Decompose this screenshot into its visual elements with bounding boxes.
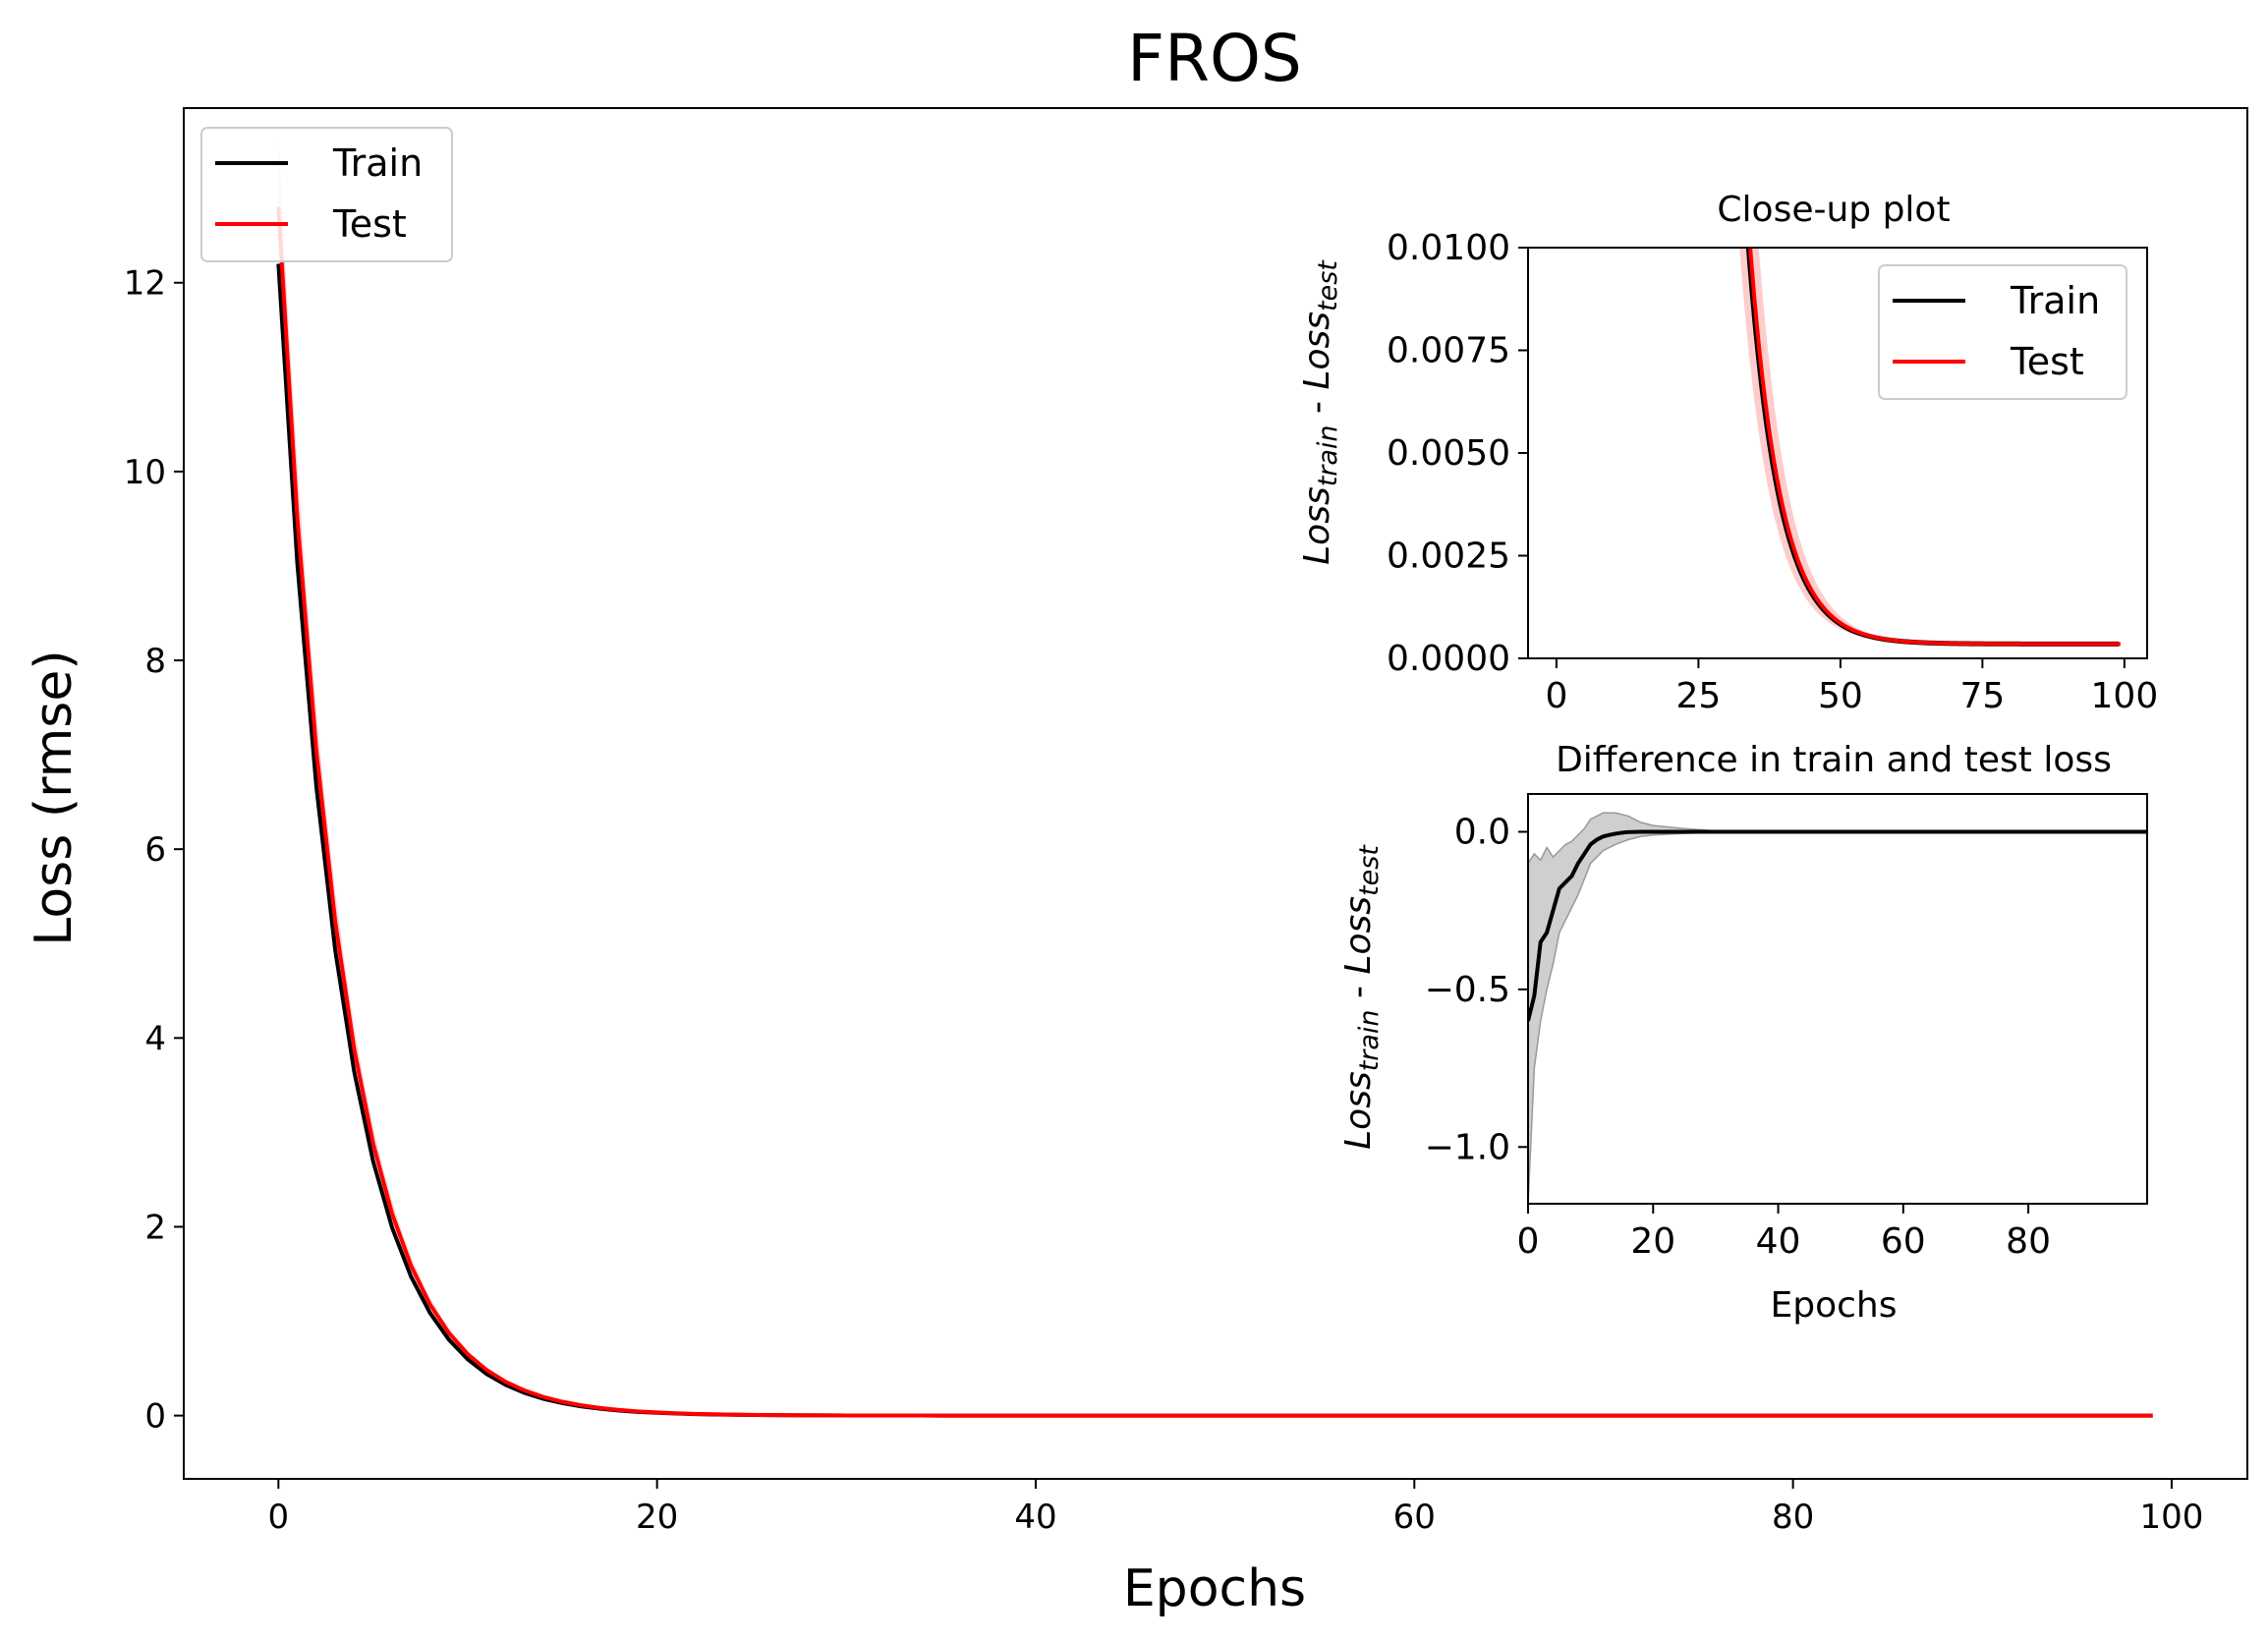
closeup-x-tick-label: 50 [1818, 676, 1863, 716]
main-y-axis-title: Loss (rmse) [25, 650, 84, 945]
difference-y-axis-title: Losstrain - Losstest [1338, 844, 1385, 1150]
closeup-series-group [1739, 248, 2129, 647]
closeup-frame [1527, 247, 2148, 659]
main-series-group [276, 135, 2153, 1418]
main-y-tick-label: 4 [144, 1019, 166, 1058]
difference-y-tick-label: 0.0 [1454, 812, 1510, 852]
closeup-y-tick-label: 0.0075 [1387, 331, 1510, 371]
difference-x-tick-label: 60 [1881, 1221, 1926, 1262]
closeup-y-tick-label: 0.0025 [1387, 537, 1510, 577]
main-legend-label-test: Test [332, 202, 407, 246]
closeup-ylabel-base1: Loss [1297, 486, 1337, 565]
difference-x-tick-label: 20 [1630, 1221, 1675, 1262]
difference-y-tick-label: −1.0 [1425, 1127, 1510, 1167]
difference-y-tick-label: −0.5 [1425, 970, 1510, 1010]
closeup-y-tick-label: 0.0100 [1387, 228, 1510, 268]
main-y-tick-label: 0 [144, 1397, 166, 1437]
difference-x-tick-label: 40 [1756, 1221, 1801, 1262]
main-x-tick-label: 40 [1014, 1498, 1056, 1537]
main-legend-label-train: Train [332, 141, 423, 185]
closeup-y-tick-label: 0.0050 [1387, 433, 1510, 474]
difference-frame [1527, 793, 2148, 1205]
closeup-y-axis-title: Losstrain - Losstest [1297, 259, 1343, 565]
difference-series-group [1528, 812, 2147, 1204]
closeup-x-tick-label: 75 [1959, 676, 2005, 716]
main-y-tick-label: 12 [124, 264, 166, 304]
closeup-x-tick-label: 0 [1545, 676, 1567, 716]
main-x-axis-title: Epochs [1123, 1559, 1306, 1618]
closeup-legend-label-test: Test [2010, 340, 2084, 383]
closeup-ylabel-sub2: test [1313, 259, 1343, 311]
closeup-ylabel-base2: Loss [1297, 311, 1337, 390]
main-y-tick-label: 10 [124, 453, 166, 492]
difference-line [1528, 829, 2147, 1022]
main-x-tick-label: 0 [268, 1498, 290, 1537]
main-x-tick-label: 80 [1772, 1498, 1814, 1537]
main-x-tick-label: 20 [636, 1498, 678, 1537]
difference-x-tick-label: 0 [1517, 1221, 1540, 1262]
closeup-line-test [1748, 248, 2121, 647]
closeup-title: Close-up plot [1717, 190, 1950, 230]
main-line-test [276, 206, 2153, 1418]
closeup-plot: 0 25 50 75 100 0.0000 0.0025 0.0050 0.0075 0.0100… [1387, 228, 2159, 716]
difference-x-axis-title: Epochs [1771, 1285, 1898, 1326]
difference-x-tick-label: 80 [2006, 1221, 2051, 1262]
main-x-tick-label: 100 [2139, 1498, 2203, 1537]
closeup-y-tick-label: 0.0000 [1387, 639, 1510, 679]
difference-ylabel-sub2: test [1354, 844, 1385, 896]
main-x-tick-label: 60 [1393, 1498, 1436, 1537]
closeup-ylabel-sep: - [1297, 390, 1337, 425]
main-y-tick-label: 6 [144, 830, 166, 870]
difference-ylabel-sub1: train [1354, 1009, 1385, 1071]
main-plot: 0 20 40 60 80 100 0 2 4 6 8 10 12 Train Test [124, 107, 2248, 1537]
difference-ylabel-base2: Loss [1338, 896, 1379, 975]
difference-ylabel-base1: Loss [1338, 1071, 1379, 1150]
closeup-x-tick-label: 25 [1675, 676, 1721, 716]
closeup-legend-label-train: Train [2010, 279, 2100, 322]
closeup-x-tick-label: 100 [2091, 676, 2159, 716]
closeup-ylabel-sub1: train [1313, 424, 1343, 486]
difference-ylabel-sep: - [1338, 975, 1379, 1010]
difference-title: Difference in train and test loss [1556, 740, 2112, 780]
difference-plot: 0 20 40 60 80 0.0 −0.5 −1.0 [1425, 793, 2148, 1262]
main-y-tick-label: 8 [144, 642, 166, 681]
main-chart-title: FROS [1127, 21, 1302, 96]
main-frame [183, 107, 2248, 1480]
main-y-tick-label: 2 [144, 1208, 166, 1247]
